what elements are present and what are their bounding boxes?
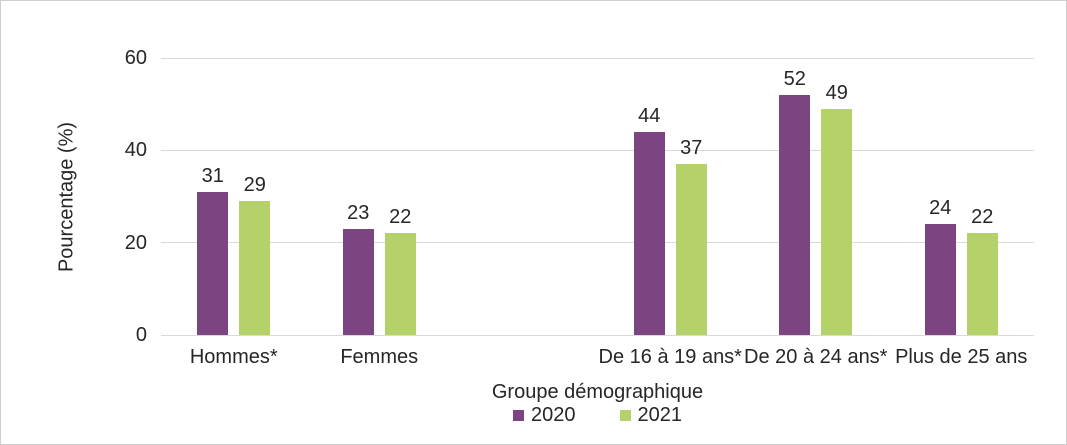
bar-2021-hommes* [239,201,271,335]
value-label-2021-49: 49 [825,81,848,104]
bar-2021-de-16-à-19-ans* [675,164,707,335]
value-label-2021-29: 29 [243,174,266,197]
gridline-60 [161,57,1034,59]
y-tick-label-60: 60 [124,47,147,69]
bar-2020-plus-de-25-ans [924,224,956,335]
y-tick-label-20: 20 [124,231,147,254]
legend: 2020 2021 [161,404,1034,426]
legend-item-2020: 2020 [513,404,576,426]
value-label-2020-24: 24 [929,197,952,220]
bar-2021-femmes [384,233,416,335]
value-label-2020-23: 23 [347,201,370,224]
y-tick-label-0: 0 [135,324,147,346]
value-label-2020-44: 44 [638,104,661,127]
bar-2020-de-20-à-24-ans* [779,94,811,335]
value-label-2020-31: 31 [201,164,224,187]
bar-2020-femmes [342,228,374,335]
plot-area: 31 29 23 22 44 37 52 49 24 22 [161,57,1034,336]
value-label-2021-22: 22 [389,206,412,229]
x-axis-title: Groupe démographique [491,381,704,403]
y-tick-label-40: 40 [124,139,147,162]
gridline-20 [161,242,1034,244]
legend-item-2021: 2021 [619,404,683,426]
legend-swatch-2021 [619,409,631,421]
value-label-2021-37: 37 [680,137,703,160]
bar-2020-de-16-à-19-ans* [633,131,665,335]
value-label-2021-22: 22 [971,206,994,229]
category-label-de-20-à-24-ans*: De 20 à 24 ans* [744,346,888,368]
value-label-2020-52: 52 [783,67,806,90]
category-label-de-16-à-19-ans*: De 16 à 19 ans* [598,346,742,368]
bar-2021-plus-de-25-ans [966,233,998,335]
bar-2020-hommes* [197,191,229,335]
bar-2021-de-20-à-24-ans* [821,108,853,335]
gridline-40 [161,149,1034,151]
legend-swatch-2020 [513,409,524,421]
category-label-plus-de-25-ans: Plus de 25 ans [895,346,1028,368]
legend-label-2021: 2021 [637,404,683,426]
category-label-femmes: Femmes [340,346,419,368]
gridline-0 [161,334,1034,336]
legend-label-2020: 2020 [531,404,576,426]
category-label-hommes*: Hommes* [189,346,278,368]
